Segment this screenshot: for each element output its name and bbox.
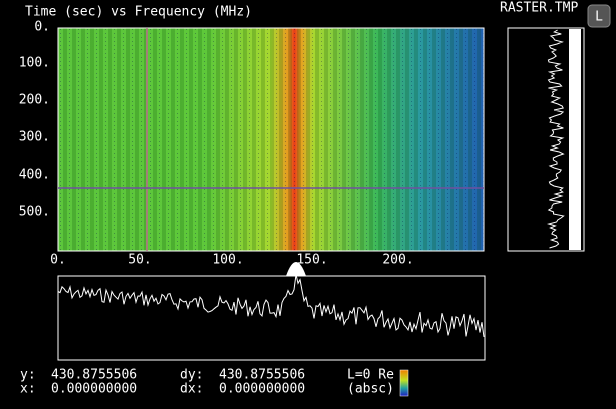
readout-dy: 430.8755506 [219,368,305,383]
x-tick-label: 100. [212,253,243,268]
spectrum-panel [57,275,486,361]
side-band [569,29,581,250]
raster-frame [57,27,485,252]
readout-dx: 0.000000000 [219,382,305,397]
side-trace [546,29,565,249]
raster [57,27,485,252]
y-tick-label: 500. [19,205,50,220]
readout-dx-label: dx: [180,382,203,397]
readout-y: 430.8755506 [51,368,137,383]
readout: y: 430.8755506 dy: 430.8755506 L=0 Re x:… [20,368,409,397]
spectrum-peak [286,262,306,276]
side-panel [507,27,585,252]
y-tick-label: 0. [34,20,50,35]
y-axis: 0. 100. 200. 300. 400. 500. [19,20,50,220]
file-name: RASTER.TMP [500,1,578,16]
traces [57,29,581,337]
plot-title: Time (sec) vs Frequency (MHz) [25,5,252,20]
readout-dy-label: dy: [180,368,203,383]
x-axis: 0. 50. 100. 150. 200. [50,253,413,268]
x-tick-label: 200. [382,253,413,268]
readout-x: 0.000000000 [51,382,137,397]
x-tick-label: 150. [296,253,327,268]
readout-unit: (absc) [347,382,394,397]
color-bar [399,369,409,397]
y-tick-label: 400. [19,168,50,183]
raster-texture [58,28,484,251]
x-tick-label: 0. [50,253,66,268]
readout-mode: L=0 Re [347,368,394,383]
readout-x-label: x: [20,382,36,397]
y-tick-label: 300. [19,130,50,145]
button-bg[interactable] [587,4,611,28]
readout-y-label: y: [20,368,36,383]
y-tick-label: 200. [19,93,50,108]
button-label[interactable]: L [595,10,603,25]
x-tick-label: 50. [128,253,151,268]
spectrum-trace [57,274,485,337]
l-button[interactable]: L [587,4,611,28]
y-tick-label: 100. [19,56,50,71]
